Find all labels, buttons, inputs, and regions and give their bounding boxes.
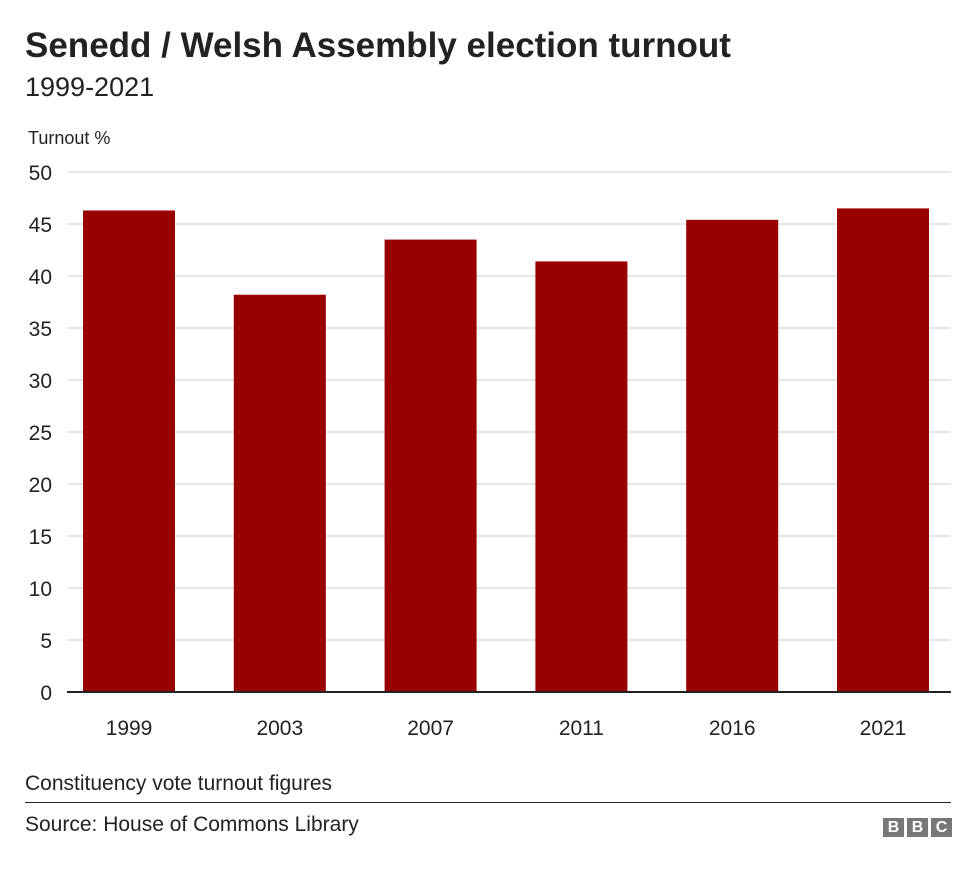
chart-note: Constituency vote turnout figures (25, 772, 333, 795)
x-tick-label: 1999 (106, 717, 153, 740)
chart-title: Senedd / Welsh Assembly election turnout (25, 26, 731, 65)
bar-1999 (83, 210, 175, 693)
y-tick-label: 45 (29, 214, 52, 237)
y-tick-label: 5 (40, 630, 52, 653)
x-tick-label: 2016 (709, 717, 756, 740)
bar-2016 (686, 219, 779, 692)
x-tick-label: 2003 (256, 717, 303, 740)
y-tick-label: 50 (29, 162, 52, 185)
y-tick-label: 25 (29, 422, 52, 445)
y-tick-label: 35 (29, 318, 52, 341)
y-tick-label: 15 (29, 526, 52, 549)
x-tick-label: 2021 (860, 717, 907, 740)
y-axis-label: Turnout % (28, 128, 111, 148)
divider (25, 802, 951, 803)
source-text: Source: House of Commons Library (25, 813, 359, 836)
y-tick-label: 40 (29, 266, 52, 289)
x-tick-label: 2007 (407, 717, 454, 740)
y-tick-label: 30 (29, 370, 52, 393)
bar-2011 (535, 261, 628, 692)
x-tick-label: 2011 (559, 717, 604, 740)
bar-2021 (837, 208, 929, 692)
bar-2003 (233, 294, 326, 692)
y-tick-label: 10 (29, 578, 52, 601)
y-tick-label: 0 (40, 682, 52, 705)
y-tick-label: 20 (29, 474, 52, 497)
chart-subtitle: 1999-2021 (25, 72, 155, 102)
bar-2007 (384, 239, 477, 692)
